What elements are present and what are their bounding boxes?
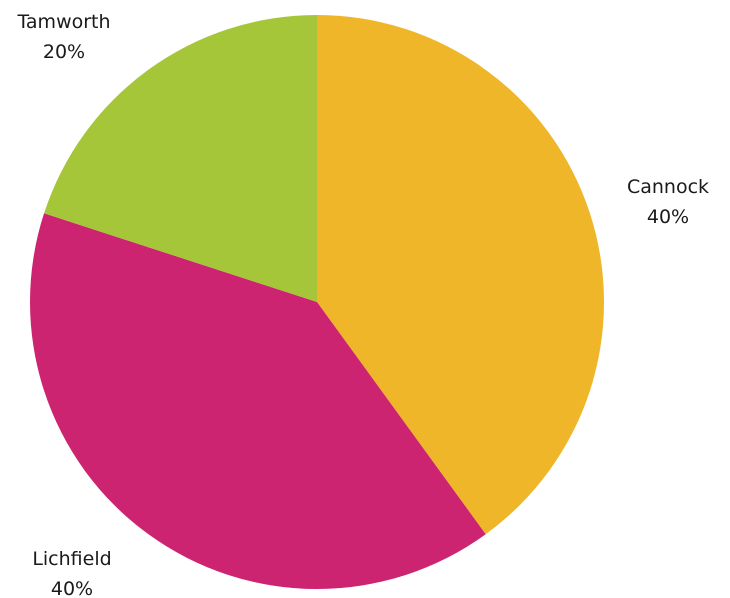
slice-value-lichfield: 40% [51, 578, 93, 598]
slice-label-tamworth: Tamworth [16, 11, 110, 33]
pie-slices [30, 15, 604, 589]
slice-label-cannock: Cannock [627, 176, 709, 198]
pie-slice-lichfield [30, 213, 486, 589]
slice-value-cannock: 40% [647, 206, 689, 228]
pie-labels: Cannock 40% Lichfield 40% Tamworth 20% [16, 11, 709, 598]
slice-value-tamworth: 20% [43, 41, 85, 63]
slice-label-lichfield: Lichfield [32, 548, 111, 570]
pie-slice-tamworth [44, 15, 318, 302]
pie-slice-cannock [317, 15, 604, 535]
